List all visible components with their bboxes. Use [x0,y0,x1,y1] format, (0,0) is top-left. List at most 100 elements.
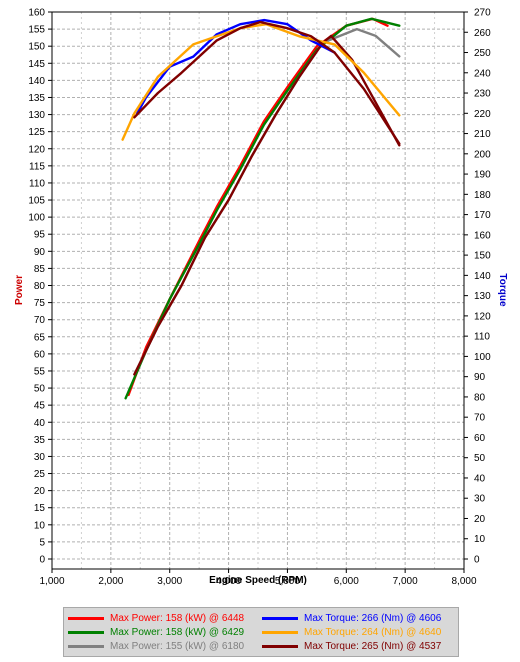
left-tick-label: 55 [34,366,46,377]
right-tick-label: 30 [474,494,486,505]
legend-swatch [262,630,298,634]
left-tick-label: 155 [28,25,45,36]
series-line [133,20,401,145]
left-tick-label: 160 [28,8,45,19]
legend-item: Max Power: 158 (kW) @ 6448 [68,611,244,625]
left-tick-label: 105 [28,196,45,207]
x-axis-ticks: 1,000 2,000 3,000 4,000 5,000 6,000 7,000 8,000 [39,569,477,587]
legend-item: Max Torque: 264 (Nm) @ 4640 [262,625,441,639]
left-tick-label: 115 [29,161,45,172]
x-tick-label: 8,000 [451,576,476,587]
left-tick-label: 75 [34,298,46,309]
left-tick-label: 110 [29,178,45,189]
legend-item: Max Power: 158 (kW) @ 6429 [68,625,244,639]
left-tick-label: 125 [28,127,45,138]
left-tick-label: 95 [34,230,46,241]
series-lines [121,17,401,400]
legend-swatch [68,616,104,620]
left-tick-label: 5 [39,537,45,548]
right-tick-label: 100 [474,352,491,363]
legend-label: Max Torque: 265 (Nm) @ 4537 [304,640,442,652]
right-tick-label: 0 [474,555,480,566]
left-tick-label: 135 [28,93,45,104]
left-tick-label: 50 [34,384,46,395]
x-tick-label: 1,000 [39,576,64,587]
right-tick-label: 220 [474,109,491,120]
left-tick-label: 145 [28,59,45,70]
right-tick-label: 110 [474,332,490,343]
x-tick-label: 2,000 [98,576,123,587]
right-tick-label: 250 [474,48,491,59]
legend-label: Max Power: 158 (kW) @ 6448 [110,612,245,624]
left-tick-label: 90 [34,247,46,258]
legend-label: Max Torque: 264 (Nm) @ 4640 [304,626,442,638]
left-tick-label: 65 [34,332,46,343]
right-axis-title: Torque [497,273,508,307]
right-tick-label: 230 [474,89,491,100]
right-tick-label: 60 [474,433,486,444]
x-tick-label: 5,000 [275,576,300,587]
x-tick-label: 7,000 [393,576,418,587]
x-tick-label: 3,000 [157,576,182,587]
left-tick-label: 140 [28,76,45,87]
right-tick-label: 270 [474,8,491,19]
left-tick-label: 130 [28,110,45,121]
right-tick-label: 240 [474,68,491,79]
right-tick-label: 140 [474,271,491,282]
left-tick-label: 80 [34,281,46,292]
left-tick-label: 25 [34,469,46,480]
right-tick-label: 120 [474,311,491,322]
x-axis-title: Engine Speed (RPM) [209,575,307,586]
left-tick-label: 20 [34,486,46,497]
legend-item: Max Power: 155 (kW) @ 6180 [68,639,244,653]
series-line [124,17,401,400]
plot-frame [51,11,465,570]
left-tick-label: 0 [39,555,45,566]
series-line [133,34,401,376]
right-tick-label: 150 [474,251,491,262]
left-tick-label: 45 [34,401,46,412]
right-tick-label: 40 [474,473,486,484]
legend-label: Max Power: 155 (kW) @ 6180 [110,640,245,652]
left-tick-label: 120 [28,144,45,155]
right-tick-label: 80 [474,392,486,403]
left-tick-label: 70 [34,315,46,326]
series-line [133,27,401,376]
x-tick-label: 6,000 [334,576,359,587]
right-tick-label: 70 [474,413,486,424]
legend-label: Max Power: 158 (kW) @ 6429 [110,626,245,638]
right-tick-label: 20 [474,514,486,525]
grid [51,11,465,569]
right-tick-label: 260 [474,28,491,39]
left-tick-label: 35 [34,435,46,446]
legend-swatch [262,644,298,648]
left-axis-ticks: 0 5 10 15 20 25 30 35 40 45 50 55 60 65 70 75 80 85 90 95 10… [28,8,52,566]
left-tick-label: 100 [28,213,45,224]
x-tick-label: 4,000 [216,576,241,587]
right-tick-label: 130 [474,291,491,302]
right-tick-label: 210 [474,129,491,140]
right-axis-ticks: 0 10 20 30 40 50 60 70 80 90 100 110 120 130 140 150 160… [464,8,491,566]
left-tick-label: 60 [34,349,46,360]
left-tick-label: 10 [34,520,46,531]
legend-swatch [68,644,104,648]
left-tick-label: 85 [34,264,46,275]
left-axis-title: Power [14,275,25,305]
legend-item: Max Torque: 266 (Nm) @ 4606 [262,611,441,625]
right-tick-label: 90 [474,372,486,383]
right-tick-label: 50 [474,453,486,464]
legend-swatch [68,630,104,634]
right-tick-label: 180 [474,190,491,201]
right-tick-label: 160 [474,230,491,241]
left-tick-label: 15 [34,503,46,514]
legend-item: Max Torque: 265 (Nm) @ 4537 [262,639,441,653]
right-tick-label: 170 [474,210,491,221]
right-tick-label: 10 [474,534,486,545]
legend-label: Max Torque: 266 (Nm) @ 4606 [304,612,442,624]
right-tick-label: 200 [474,149,491,160]
legend: Max Power: 158 (kW) @ 6448 Max Torque: 2… [63,607,459,657]
right-tick-label: 190 [474,170,491,181]
left-tick-label: 40 [34,418,46,429]
left-tick-label: 30 [34,452,46,463]
